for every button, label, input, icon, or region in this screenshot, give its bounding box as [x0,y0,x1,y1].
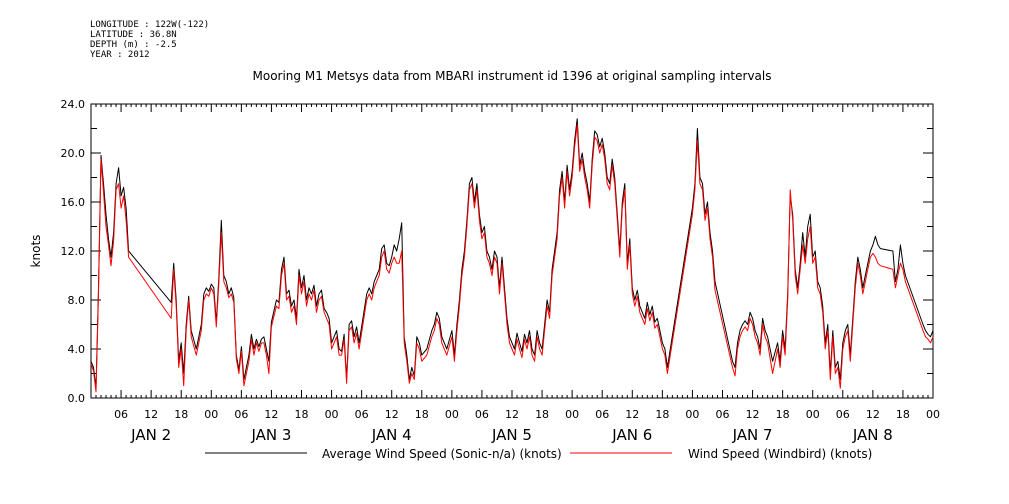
legend-label: Wind Speed (Windbird) (knots) [688,447,872,461]
x-tick-label: 00 [325,408,339,421]
day-label: JAN 2 [130,426,171,444]
legend-label: Average Wind Speed (Sonic-n/a) (knots) [322,447,562,461]
x-tick-label: 12 [866,408,880,421]
y-tick-label: 0.0 [68,392,86,405]
day-label: JAN 6 [611,426,652,444]
x-tick-label: 06 [716,408,730,421]
day-label: JAN 8 [852,426,893,444]
x-tick-label: 00 [204,408,218,421]
day-label: JAN 5 [491,426,532,444]
x-tick-label: 18 [295,408,309,421]
day-label: JAN 7 [732,426,773,444]
year-text: YEAR : 2012 [90,50,150,60]
x-tick-label: 00 [926,408,940,421]
chart-title: Mooring M1 Metsys data from MBARI instru… [253,69,772,83]
metadata-block: LONGITUDE : 122W(-122) LATITUDE : 36.8N … [90,20,209,60]
x-tick-label: 00 [565,408,579,421]
x-tick-label: 12 [625,408,639,421]
y-tick-label: 20.0 [61,147,86,160]
x-tick-label: 06 [475,408,489,421]
x-tick-label: 06 [595,408,609,421]
series-line [90,124,934,393]
day-label: JAN 3 [250,426,291,444]
legend: Average Wind Speed (Sonic-n/a) (knots) Wi… [205,447,872,461]
longitude-text: LONGITUDE : 122W(-122) [90,20,210,30]
x-tick-label: 00 [806,408,820,421]
x-tick-label: 06 [114,408,128,421]
x-tick-label: 18 [896,408,910,421]
y-tick-label: 16.0 [61,196,86,209]
latitude-text: LATITUDE : 36.8N [90,30,177,40]
x-tick-label: 18 [174,408,188,421]
x-tick-label: 00 [445,408,459,421]
x-tick-label: 00 [685,408,699,421]
y-tick-label: 24.0 [61,98,86,111]
day-label: JAN 4 [371,426,412,444]
x-tick-label: 06 [234,408,248,421]
x-tick-label: 18 [535,408,549,421]
x-tick-label: 18 [415,408,429,421]
x-tick-label: 12 [746,408,760,421]
x-tick-label: 12 [385,408,399,421]
x-tick-label: 18 [655,408,669,421]
y-axis-label: knots [29,235,43,268]
y-tick-label: 4.0 [68,343,86,356]
y-tick-label: 8.0 [68,294,86,307]
x-tick-label: 12 [505,408,519,421]
x-tick-label: 12 [264,408,278,421]
x-tick-label: 12 [144,408,158,421]
x-tick-label: 06 [836,408,850,421]
x-tick-label: 18 [776,408,790,421]
x-tick-label: 06 [355,408,369,421]
depth-text: DEPTH (m) : -2.5 [90,40,177,50]
y-tick-label: 12.0 [61,245,86,258]
